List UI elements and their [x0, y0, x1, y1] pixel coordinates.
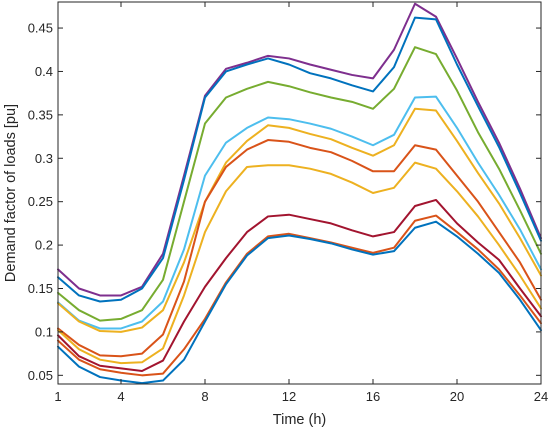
- y-axis-label: Demand factor of loads [pu]: [3, 104, 19, 282]
- series-line-9: [57, 214, 542, 377]
- series-line-5: [57, 107, 542, 333]
- y-tick-label: 0.2: [35, 238, 53, 253]
- x-tick-label: 1: [54, 389, 61, 404]
- y-tick-label: 0.05: [28, 368, 53, 383]
- x-tick-label: 4: [117, 389, 124, 404]
- y-tick-label: 0.3: [35, 151, 53, 166]
- y-tick-label: 0.35: [28, 107, 53, 122]
- series-line-6: [57, 139, 542, 358]
- series-line-8: [57, 198, 542, 372]
- series-layer: [57, 2, 542, 385]
- series-line-4: [57, 95, 542, 330]
- series-line-3: [57, 46, 542, 322]
- x-tick-label: 8: [201, 389, 208, 404]
- y-tick-label: 0.25: [28, 194, 53, 209]
- y-tick-label: 0.45: [28, 21, 53, 36]
- y-tick-label: 0.1: [35, 324, 53, 339]
- series-line-2: [57, 16, 542, 303]
- series-line-10: [57, 220, 542, 385]
- x-axis: 1 4 8 12 16 20 24: [54, 2, 548, 404]
- plot-area: [58, 2, 541, 384]
- y-tick-label: 0.4: [35, 64, 53, 79]
- plot-frame: [57, 1, 542, 385]
- x-axis-label: Time (h): [273, 412, 326, 428]
- series-line-7: [57, 161, 542, 365]
- y-axis: 0.05 0.1 0.15 0.2 0.25 0.3 0.35 0.4 0.45: [28, 21, 541, 383]
- y-tick-label: 0.15: [28, 281, 53, 296]
- series-line-1: [57, 2, 542, 297]
- x-tick-label: 16: [366, 389, 380, 404]
- x-tick-label: 20: [450, 389, 464, 404]
- x-tick-label: 24: [534, 389, 548, 404]
- x-tick-label: 12: [282, 389, 296, 404]
